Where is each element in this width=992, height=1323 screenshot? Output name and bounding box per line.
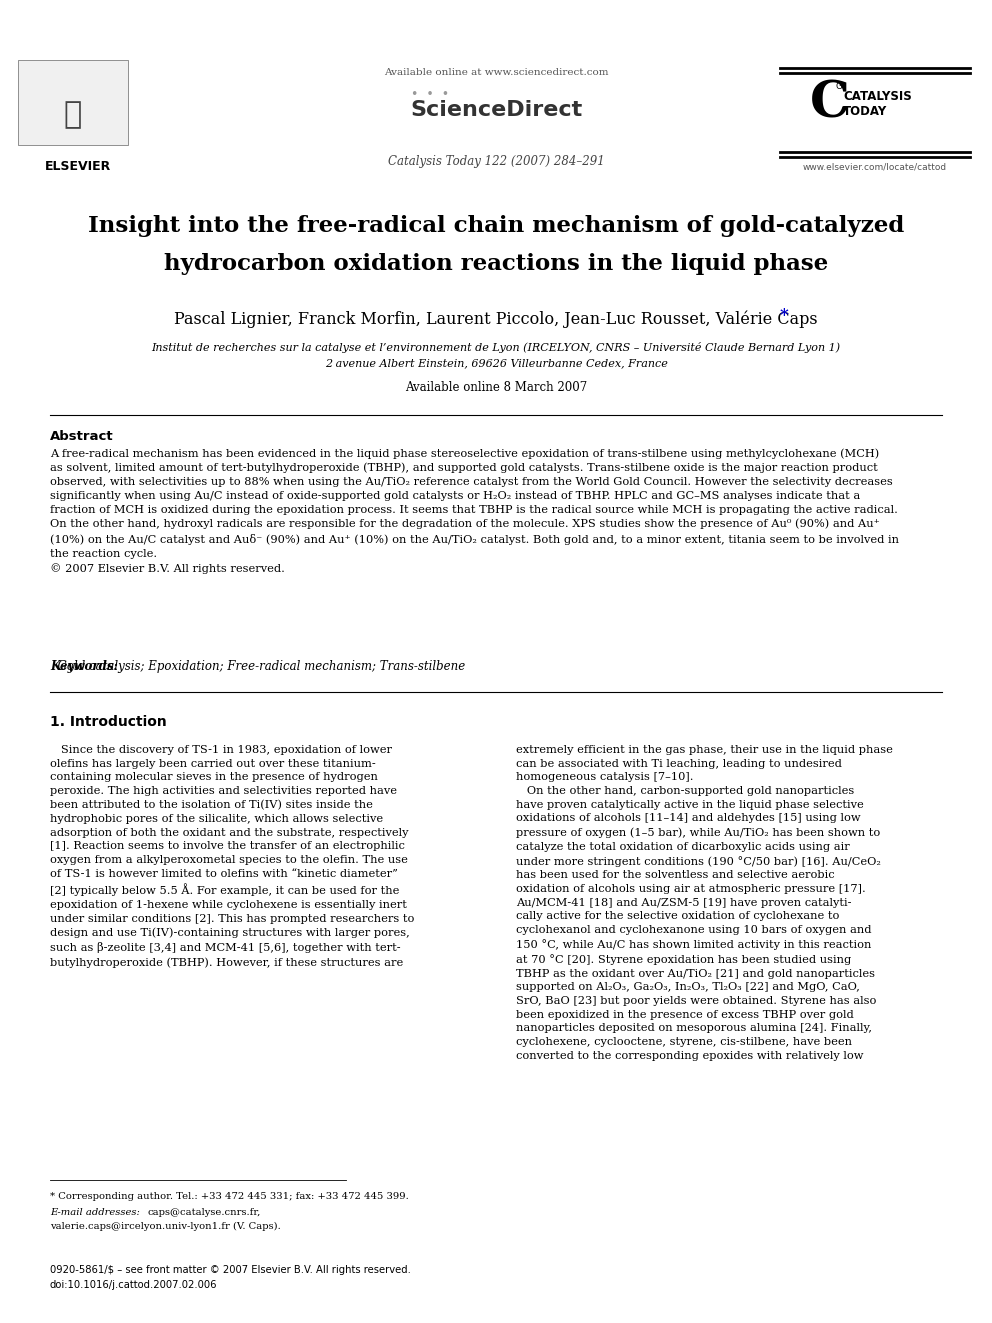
Text: caps@catalyse.cnrs.fr,: caps@catalyse.cnrs.fr,: [147, 1208, 260, 1217]
Text: C: C: [810, 79, 850, 130]
Text: •  •  •: • • •: [411, 89, 449, 101]
Text: valerie.caps@ircelyon.univ-lyon1.fr (V. Caps).: valerie.caps@ircelyon.univ-lyon1.fr (V. …: [50, 1222, 281, 1232]
Text: Institut de recherches sur la catalyse et l’environnement de Lyon (IRCELYON, CNR: Institut de recherches sur la catalyse e…: [152, 343, 840, 353]
Text: CATALYSIS
TODAY: CATALYSIS TODAY: [843, 90, 912, 118]
Text: Since the discovery of TS-1 in 1983, epoxidation of lower
olefins has largely be: Since the discovery of TS-1 in 1983, epo…: [50, 745, 415, 968]
Text: Keywords:: Keywords:: [50, 660, 118, 673]
Text: www.elsevier.com/locate/cattod: www.elsevier.com/locate/cattod: [803, 161, 947, 171]
Text: Available online 8 March 2007: Available online 8 March 2007: [405, 381, 587, 394]
Text: E-mail addresses:: E-mail addresses:: [50, 1208, 140, 1217]
FancyBboxPatch shape: [18, 60, 128, 146]
Text: Available online at www.sciencedirect.com: Available online at www.sciencedirect.co…: [384, 67, 608, 77]
Text: hydrocarbon oxidation reactions in the liquid phase: hydrocarbon oxidation reactions in the l…: [164, 253, 828, 275]
Text: Insight into the free-radical chain mechanism of gold-catalyzed: Insight into the free-radical chain mech…: [88, 216, 904, 237]
Text: G: G: [835, 82, 841, 91]
Text: Catalysis Today 122 (2007) 284–291: Catalysis Today 122 (2007) 284–291: [388, 155, 604, 168]
Text: A free-radical mechanism has been evidenced in the liquid phase stereoselective : A free-radical mechanism has been eviden…: [50, 448, 899, 574]
Text: * Corresponding author. Tel.: +33 472 445 331; fax: +33 472 445 399.: * Corresponding author. Tel.: +33 472 44…: [50, 1192, 409, 1201]
Text: 0920-5861/$ – see front matter © 2007 Elsevier B.V. All rights reserved.: 0920-5861/$ – see front matter © 2007 El…: [50, 1265, 411, 1275]
Text: Gold catalysis; Epoxidation; Free-radical mechanism; Trans-stilbene: Gold catalysis; Epoxidation; Free-radica…: [50, 660, 465, 673]
Text: extremely efficient in the gas phase, their use in the liquid phase
can be assoc: extremely efficient in the gas phase, th…: [516, 745, 893, 1061]
Text: *: *: [780, 307, 789, 324]
Text: 🌿: 🌿: [63, 101, 82, 130]
Text: Pascal Lignier, Franck Morfin, Laurent Piccolo, Jean-Luc Rousset, Valérie Caps: Pascal Lignier, Franck Morfin, Laurent P…: [175, 310, 817, 328]
Text: doi:10.1016/j.cattod.2007.02.006: doi:10.1016/j.cattod.2007.02.006: [50, 1279, 217, 1290]
Text: 2 avenue Albert Einstein, 69626 Villeurbanne Cedex, France: 2 avenue Albert Einstein, 69626 Villeurb…: [324, 359, 668, 368]
Text: ScienceDirect: ScienceDirect: [410, 101, 582, 120]
Text: Abstract: Abstract: [50, 430, 114, 443]
Text: 1. Introduction: 1. Introduction: [50, 714, 167, 729]
Text: ELSEVIER: ELSEVIER: [45, 160, 111, 173]
